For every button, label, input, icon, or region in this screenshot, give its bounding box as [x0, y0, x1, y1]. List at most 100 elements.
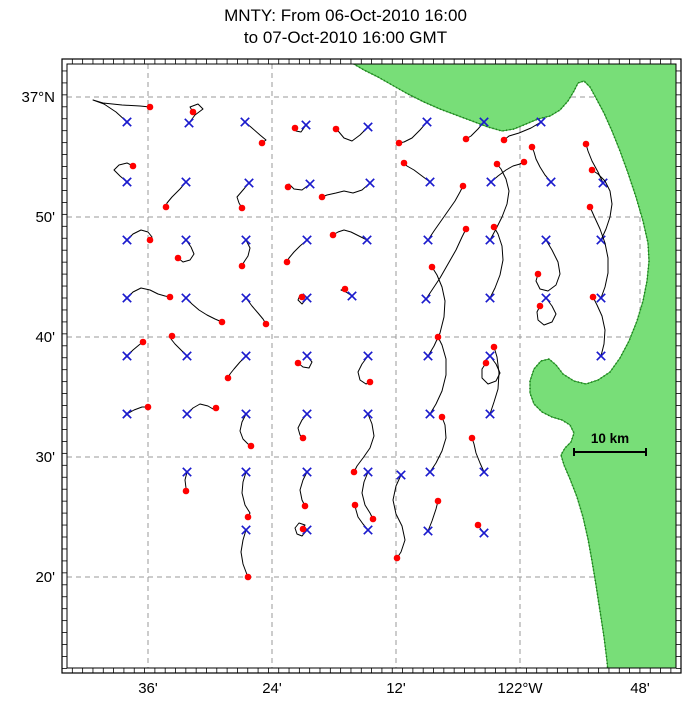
drifter-trajectory — [294, 522, 308, 537]
scale-bar: 10 km — [573, 431, 647, 456]
drifter-trajectory — [239, 413, 252, 447]
lon-tick-label: 36' — [138, 680, 158, 697]
drifter-start-x-icon — [596, 235, 606, 245]
drifter-end-dot — [462, 225, 470, 233]
drifter-end-dot — [462, 135, 470, 143]
drifter-trajectory — [335, 126, 369, 142]
drifter-trajectory — [429, 416, 447, 473]
lat-tick-label: 40' — [35, 329, 55, 346]
drifter-end-dot — [395, 139, 403, 147]
drifter-end-dot — [298, 293, 306, 301]
drifter-end-dot — [212, 404, 220, 412]
drifter-start-x-icon — [182, 351, 192, 361]
drifter-trajectory — [503, 121, 542, 141]
drifter-end-dot — [301, 502, 309, 510]
drifter-start-x-icon — [479, 117, 489, 127]
drifter-end-dot — [400, 159, 408, 167]
drifter-start-x-icon — [244, 178, 254, 188]
drifter-trajectory — [429, 336, 447, 415]
drifter-start-x-icon — [365, 178, 375, 188]
drifter-end-dot — [168, 332, 176, 340]
drifter-start-x-icon — [181, 177, 191, 187]
lat-tick-label: 30' — [35, 449, 55, 466]
drifter-trajectory — [536, 297, 557, 326]
drifter-start-x-icon — [485, 235, 495, 245]
drifter-trajectory — [244, 121, 267, 144]
drifter-end-dot — [146, 236, 154, 244]
lat-tick-label: 20' — [35, 569, 55, 586]
drifter-start-x-icon — [305, 179, 315, 189]
drifter-end-dot — [586, 203, 594, 211]
drifter-end-dot — [244, 573, 252, 581]
drifter-trajectory — [241, 471, 251, 518]
drifter-end-dot — [291, 124, 299, 132]
drifter-end-dot — [144, 403, 152, 411]
drifter-end-dot — [536, 302, 544, 310]
drifter-end-dot — [258, 139, 266, 147]
drifter-end-dot — [247, 442, 255, 450]
drifter-trajectory — [427, 266, 446, 357]
drifter-end-dot — [434, 497, 442, 505]
drifter-start-x-icon — [363, 525, 373, 535]
drifter-start-x-icon — [479, 467, 489, 477]
drifter-start-x-icon — [122, 293, 132, 303]
lon-tick-label: 24' — [262, 680, 282, 697]
land-layer — [352, 64, 676, 668]
drifter-end-dot — [182, 487, 190, 495]
drifter-end-dot — [318, 193, 326, 201]
grid-layer — [67, 64, 676, 668]
drifter-end-dot — [534, 270, 542, 278]
drifter-start-x-icon — [302, 351, 312, 361]
drifter-end-dot — [284, 183, 292, 191]
plot-title-line2: to 07-Oct-2010 16:00 GMT — [243, 28, 448, 47]
axis-labels: 37°N 50' 40' 30' 20' 36' 24' 12' 122°W 48' — [21, 89, 649, 697]
drifter-start-x-icon — [302, 467, 312, 477]
drifter-trajectory — [177, 239, 195, 263]
drifter-start-x-icon — [241, 293, 251, 303]
drifter-end-dot — [474, 521, 482, 529]
drifter-end-dot — [329, 231, 337, 239]
drifter-start-x-icon — [485, 351, 495, 361]
drifter-trajectory — [427, 500, 439, 532]
drifter-start-x-icon — [596, 351, 606, 361]
drifter-end-dot — [139, 338, 147, 346]
drifter-trajectory — [126, 287, 171, 299]
drifter-end-dot — [162, 203, 170, 211]
drifter-end-dot — [283, 258, 291, 266]
landmass — [352, 64, 676, 668]
drifter-end-dot — [189, 108, 197, 116]
drifter-start-x-icon — [479, 528, 489, 538]
drifter-start-x-icon — [240, 117, 250, 127]
drifter-start-x-icon — [181, 293, 191, 303]
drifter-start-x-icon — [241, 525, 251, 535]
drifter-end-dot — [500, 136, 508, 144]
drifter-end-dot — [520, 158, 528, 166]
drifter-start-x-icon — [425, 467, 435, 477]
drifter-start-x-icon — [181, 235, 191, 245]
drifter-trajectory — [92, 99, 151, 123]
plot-title-line1: MNTY: From 06-Oct-2010 16:00 — [224, 6, 467, 25]
drifter-trajectory — [392, 474, 406, 559]
drifter-end-dot — [238, 204, 246, 212]
drifter-start-x-icon — [241, 409, 251, 419]
lat-tick-label: 37°N — [21, 89, 55, 106]
drifter-start-x-icon — [122, 351, 132, 361]
drifter-start-x-icon — [541, 235, 551, 245]
drifter-end-dot — [428, 263, 436, 271]
drifter-trajectory — [427, 185, 464, 241]
drifter-start-x-icon — [485, 409, 495, 419]
drifter-end-dot — [224, 374, 232, 382]
drifter-end-dot — [238, 262, 246, 270]
drifter-end-dot — [582, 140, 590, 148]
drifter-end-dot — [366, 378, 374, 386]
drifter-end-dot — [166, 293, 174, 301]
drifter-start-x-icon — [241, 351, 251, 361]
drifter-end-dot — [490, 343, 498, 351]
drifter-end-dot — [468, 434, 476, 442]
drifter-trajectory — [236, 182, 250, 209]
drifter-start-x-icon — [423, 351, 433, 361]
drifter-end-dot — [244, 513, 252, 521]
drifter-trajectory — [489, 346, 500, 415]
lon-tick-label: 12' — [386, 680, 406, 697]
